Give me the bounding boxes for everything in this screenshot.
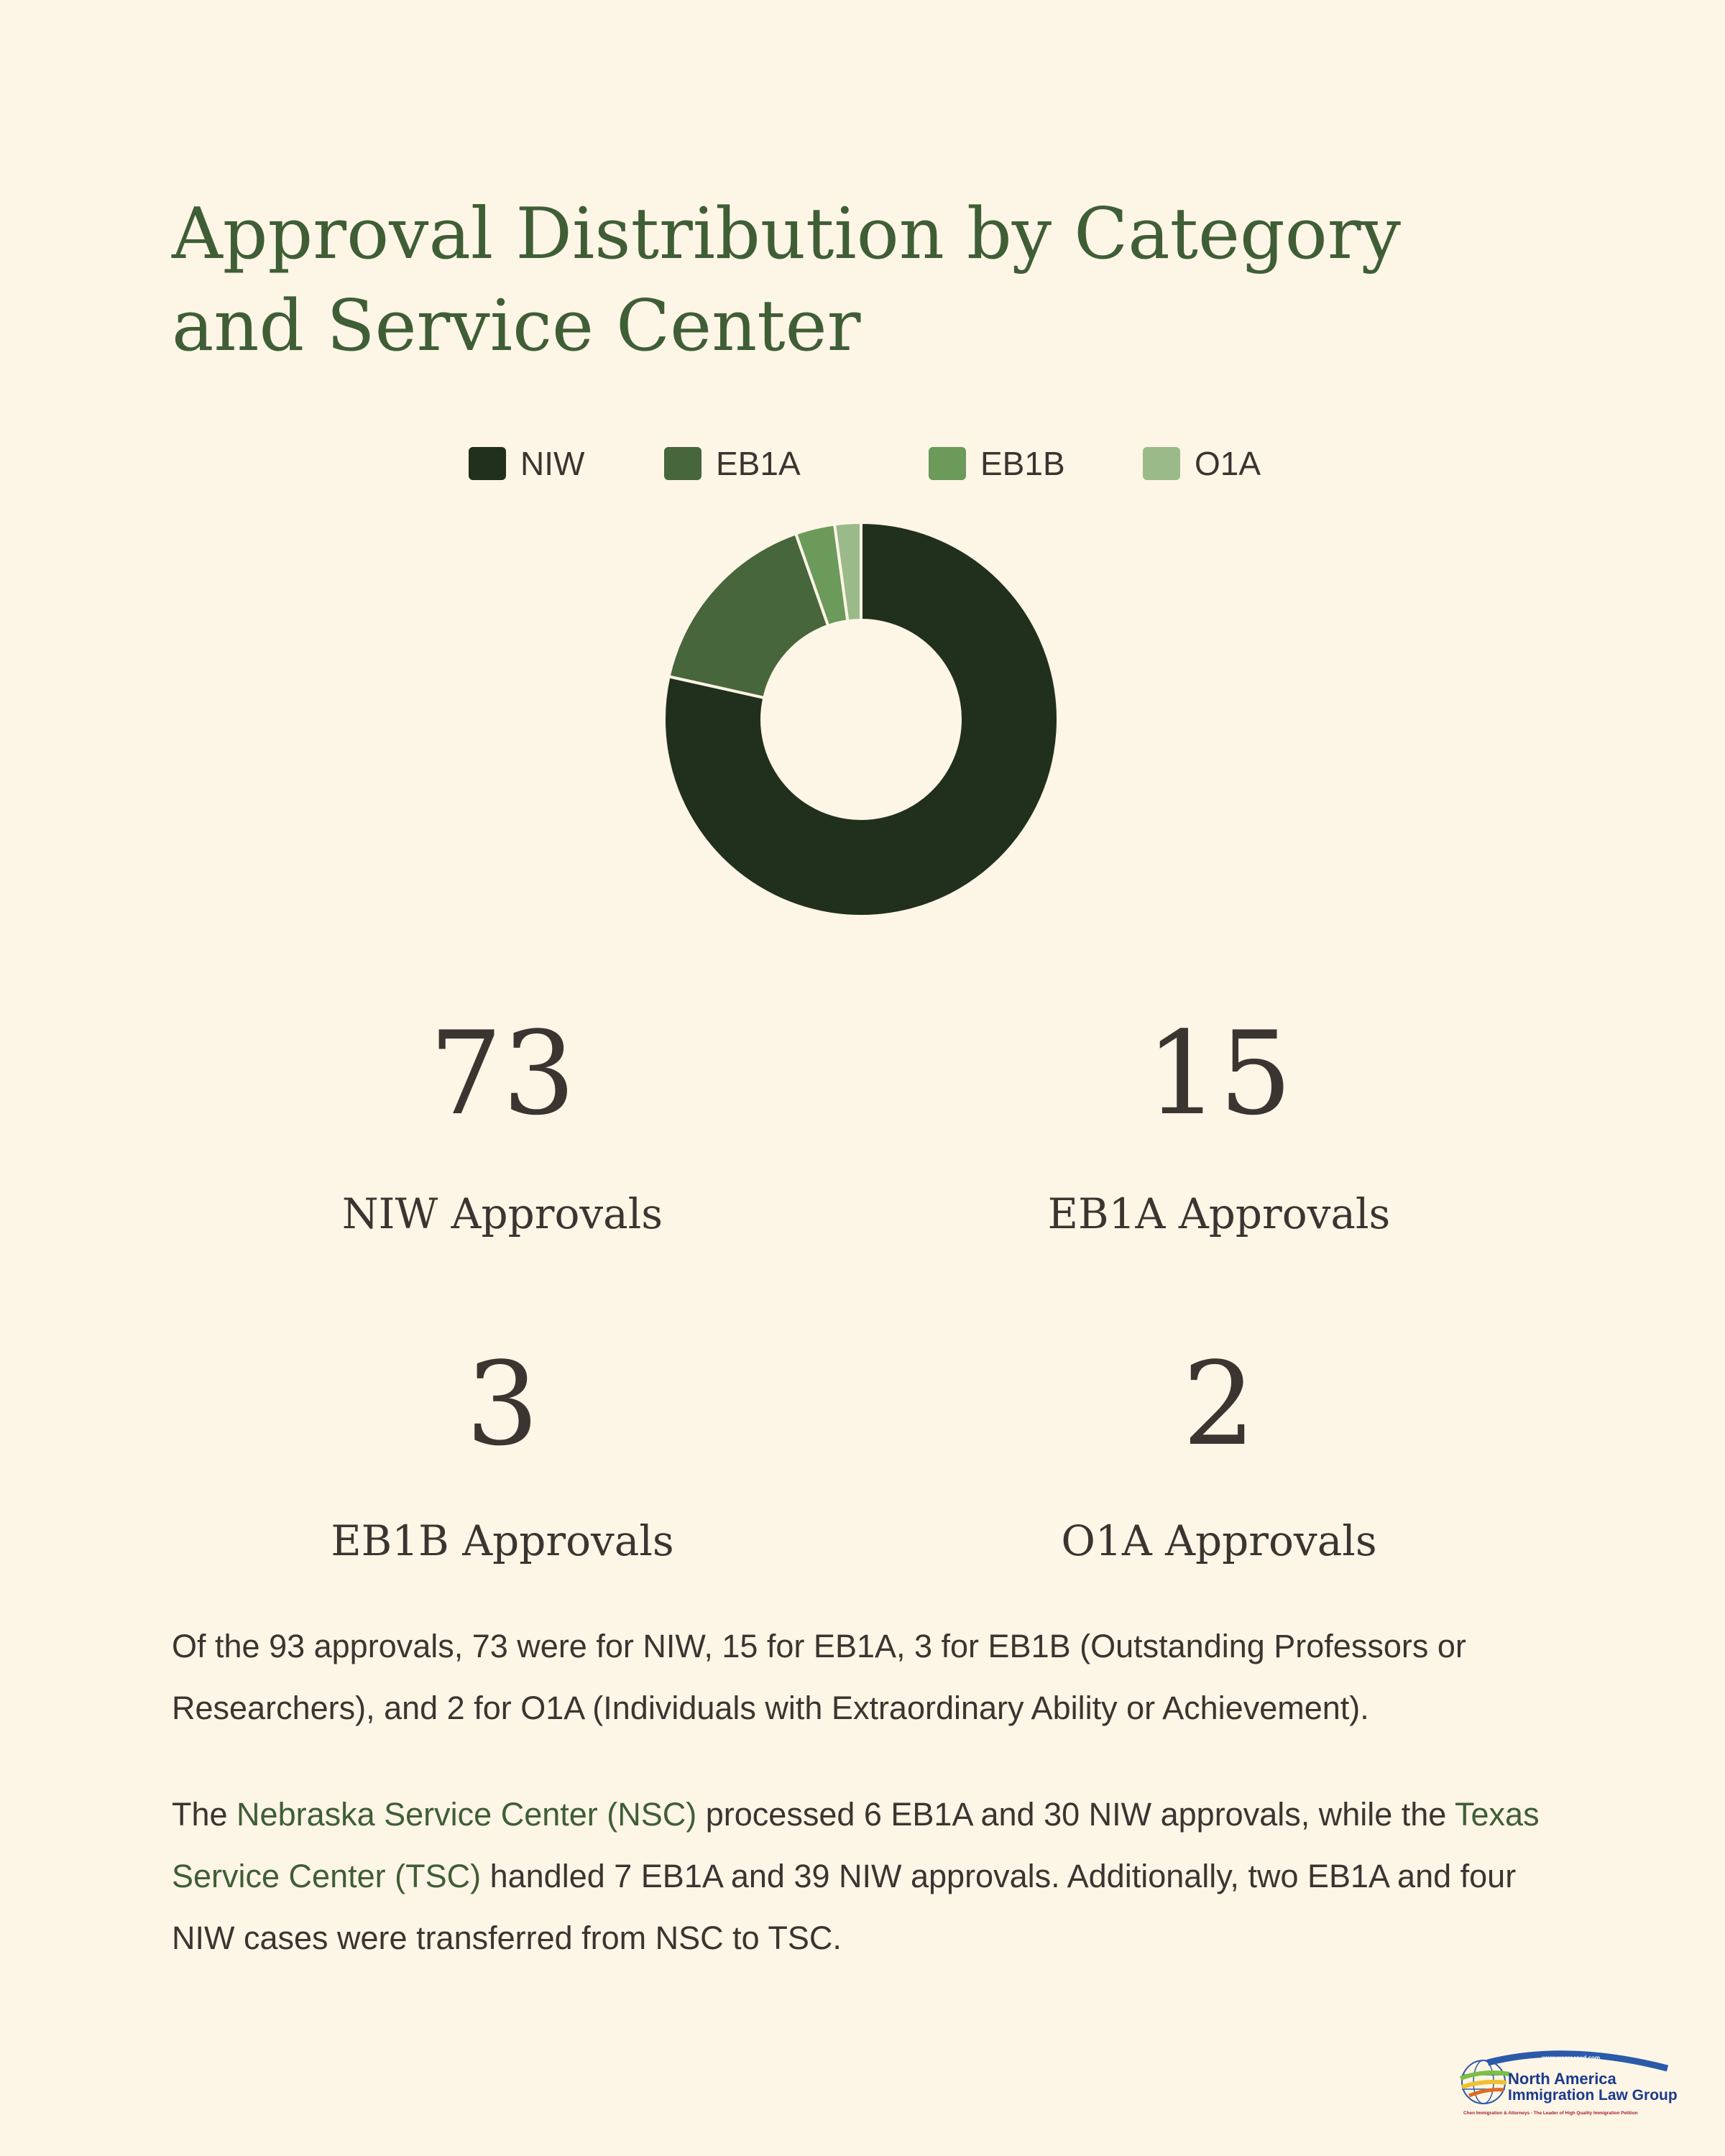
stat-value-niw: 73 — [429, 1006, 576, 1141]
company-logo: www.wegreened.com North America Immigrat… — [1459, 2050, 1678, 2116]
logo-url: www.wegreened.com — [1541, 2055, 1600, 2061]
stat-value-eb1a: 15 — [1146, 1006, 1292, 1141]
chart-legend: NIW EB1A EB1B O1A — [0, 444, 1725, 487]
service-center-paragraph: The Nebraska Service Center (NSC) proces… — [172, 1784, 1581, 1969]
legend-item-niw[interactable]: NIW — [469, 444, 584, 483]
legend-label: NIW — [520, 445, 585, 482]
donut-slice-eb1a[interactable] — [667, 531, 830, 700]
donut-slice-niw[interactable] — [663, 520, 1059, 918]
donut-slice-o1a[interactable] — [832, 520, 862, 623]
legend-swatch — [664, 447, 702, 480]
logo-line1: North America — [1508, 2070, 1617, 2088]
globe-icon — [1459, 2060, 1510, 2104]
legend-label: EB1A — [716, 445, 801, 482]
nsc-link[interactable]: Nebraska Service Center (NSC) — [236, 1796, 697, 1833]
legend-label: O1A — [1195, 445, 1261, 482]
legend-swatch — [929, 447, 966, 480]
legend-item-o1a[interactable]: O1A — [1143, 444, 1261, 483]
logo-line2: Immigration Law Group — [1508, 2087, 1678, 2104]
text: The — [172, 1796, 237, 1833]
stat-label-eb1a: EB1A Approvals — [1047, 1189, 1391, 1238]
stat-label-eb1b: EB1B Approvals — [331, 1516, 674, 1565]
stat-value-eb1b: 3 — [466, 1337, 539, 1471]
donut-chart — [663, 520, 1059, 918]
page-title: Approval Distribution by Category and Se… — [172, 193, 1401, 367]
legend-swatch — [1143, 447, 1180, 480]
text: processed 6 EB1A and 30 NIW approvals, w… — [696, 1796, 1455, 1833]
legend-swatch — [469, 447, 506, 480]
legend-item-eb1b[interactable]: EB1B — [929, 444, 1065, 483]
stat-value-o1a: 2 — [1182, 1337, 1256, 1471]
stat-label-o1a: O1A Approvals — [1061, 1516, 1377, 1565]
stat-label-niw: NIW Approvals — [341, 1189, 663, 1238]
legend-item-eb1a[interactable]: EB1A — [664, 444, 801, 483]
summary-paragraph: Of the 93 approvals, 73 were for NIW, 15… — [172, 1628, 1466, 1726]
tsc-link[interactable]: Texas Service Center (TSC) — [172, 1796, 1540, 1894]
text: handled 7 EB1A and 39 NIW approvals. Add… — [172, 1858, 1517, 1956]
legend-label: EB1B — [980, 445, 1065, 482]
logo-tagline: Chen Immigration & Attorneys - The Leade… — [1463, 2111, 1638, 2116]
